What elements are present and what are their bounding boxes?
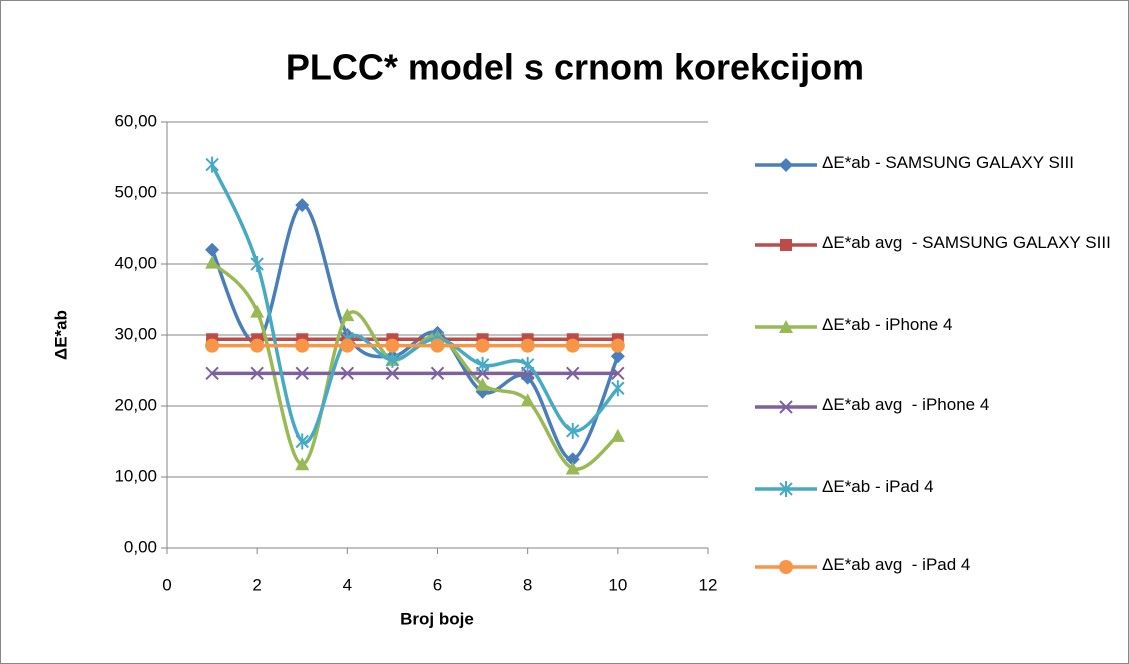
legend-label: ΔE*ab avg - iPhone 4 <box>822 395 990 414</box>
marker <box>566 366 580 381</box>
y-tick-label: 0,00 <box>124 537 157 556</box>
legend-swatch <box>755 239 817 251</box>
marker <box>295 338 310 353</box>
marker <box>610 338 625 353</box>
y-axis-label: ΔE*ab <box>51 310 70 360</box>
legend-label: ΔE*ab - iPad 4 <box>822 477 934 496</box>
x-tick-label: 4 <box>343 575 352 594</box>
marker <box>385 351 400 368</box>
legend-swatch <box>755 560 817 574</box>
marker <box>611 380 625 397</box>
marker <box>250 338 265 353</box>
legend-swatch <box>755 320 817 333</box>
marker <box>385 366 400 381</box>
legend-item: ΔE*ab avg - iPad 4 <box>752 552 1122 583</box>
marker <box>779 320 793 333</box>
marker <box>566 422 580 439</box>
marker <box>780 239 792 251</box>
x-tick-label: 0 <box>162 575 171 594</box>
x-axis-label: Broj boje <box>400 609 474 628</box>
y-tick-label: 10,00 <box>114 466 157 485</box>
marker <box>520 393 535 407</box>
marker <box>205 156 219 173</box>
legend-label: ΔE*ab - SAMSUNG GALAXY SIII <box>822 153 1074 172</box>
legend-item: ΔE*ab - iPad 4 <box>752 474 1122 505</box>
marker <box>250 256 264 272</box>
marker <box>610 349 625 364</box>
marker <box>340 338 355 353</box>
legend-item: ΔE*ab avg - iPhone 4 <box>752 392 1122 423</box>
marker <box>250 304 265 318</box>
y-tick-label: 30,00 <box>114 324 157 343</box>
x-tick-label: 10 <box>608 575 627 594</box>
chart-title: PLCC* model s crnom korekcijom <box>286 47 864 88</box>
marker <box>295 366 309 381</box>
marker <box>779 158 793 172</box>
marker <box>475 377 490 391</box>
marker <box>565 338 580 353</box>
marker <box>475 356 490 373</box>
marker <box>340 308 355 322</box>
legend-item: ΔE*ab - iPhone 4 <box>752 312 1122 343</box>
marker <box>779 560 793 574</box>
marker <box>385 338 400 353</box>
marker <box>295 457 310 471</box>
marker <box>205 338 220 353</box>
legend-swatch <box>755 158 817 172</box>
marker <box>430 366 445 381</box>
marker <box>610 428 625 442</box>
y-tick-label: 40,00 <box>114 253 157 272</box>
marker <box>565 461 580 475</box>
legend-label: ΔE*ab avg - iPad 4 <box>822 555 971 574</box>
legend-swatch <box>755 400 817 414</box>
x-tick-label: 6 <box>433 575 442 594</box>
legend-label: ΔE*ab avg - SAMSUNG GALAXY SIII <box>822 233 1111 252</box>
marker <box>205 366 219 381</box>
marker <box>779 481 793 497</box>
marker <box>779 400 793 414</box>
y-tick-label: 50,00 <box>114 182 157 201</box>
x-tick-label: 2 <box>252 575 261 594</box>
legend-item: ΔE*ab - SAMSUNG GALAXY SIII <box>752 150 1122 181</box>
marker <box>475 338 490 353</box>
marker <box>295 198 310 213</box>
marker <box>430 338 445 353</box>
marker <box>205 242 220 257</box>
legend-swatch <box>755 481 817 497</box>
marker <box>565 452 580 467</box>
legend-item: ΔE*ab avg - SAMSUNG GALAXY SIII <box>752 230 1122 261</box>
marker <box>611 366 625 381</box>
x-tick-label: 12 <box>699 575 718 594</box>
y-tick-label: 60,00 <box>114 111 157 130</box>
legend-label: ΔE*ab - iPhone 4 <box>822 315 953 334</box>
y-tick-label: 20,00 <box>114 395 157 414</box>
marker <box>250 366 264 381</box>
marker <box>520 338 535 353</box>
marker <box>205 255 220 269</box>
marker <box>520 356 535 373</box>
marker <box>340 366 355 381</box>
marker <box>295 433 309 450</box>
x-tick-label: 8 <box>523 575 532 594</box>
